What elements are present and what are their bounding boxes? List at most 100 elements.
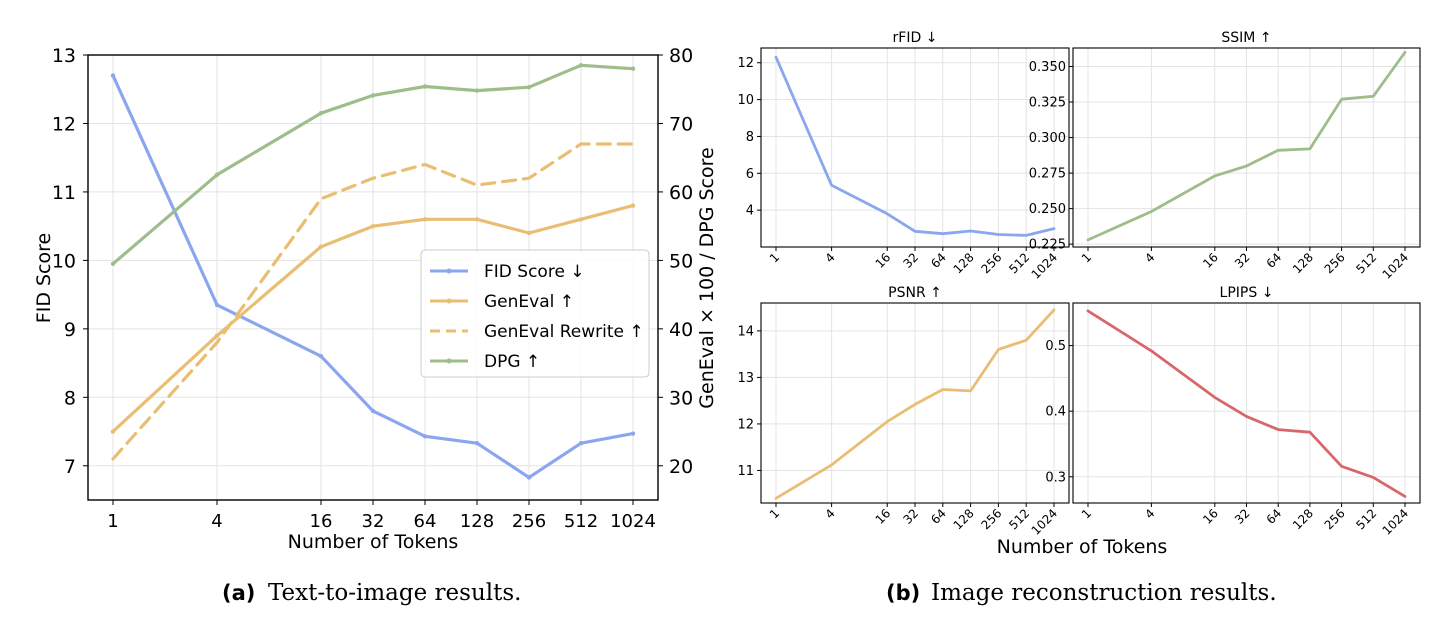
data-point <box>422 84 428 89</box>
x-tick-label: 1 <box>107 511 118 532</box>
caption-a-text: Text-to-image results. <box>268 580 521 606</box>
y-tick-label: 0.325 <box>1029 96 1066 111</box>
data-point <box>370 408 376 414</box>
data-point <box>474 217 480 222</box>
data-point <box>578 63 584 68</box>
y2-tick-label: 20 <box>669 456 693 478</box>
y2-axis-label: GenEval × 100 / DPG Score <box>696 147 718 408</box>
data-point <box>422 217 428 222</box>
panel-title: SSIM ↑ <box>1221 30 1271 46</box>
data-point <box>474 88 480 93</box>
x-tick-label: 1024 <box>610 511 656 532</box>
x-tick-label: 32 <box>900 506 921 527</box>
y-tick-label: 12 <box>737 417 754 432</box>
x-tick-label: 1024 <box>1380 250 1411 281</box>
grid <box>761 48 1069 247</box>
data-point <box>318 244 324 249</box>
x-tick-label: 16 <box>1200 250 1221 271</box>
y-tick-label: 10 <box>52 250 76 272</box>
series-layer <box>774 55 1056 237</box>
x-tick-label: 1 <box>767 506 782 521</box>
panel-title: rFID ↓ <box>893 30 938 46</box>
data-point <box>526 230 532 236</box>
legend-label-fid: FID Score ↓ <box>484 262 585 282</box>
data-point <box>110 261 116 267</box>
data-point <box>578 440 584 446</box>
legend-label-geneval: GenEval ↑ <box>484 292 574 312</box>
data-point <box>318 354 324 359</box>
legend-marker-dpg <box>446 358 452 364</box>
x-tick-label: 64 <box>1264 250 1285 271</box>
x-tick-label: 128 <box>1290 250 1316 276</box>
y-tick-label: 11 <box>737 464 754 479</box>
x-tick-label: 64 <box>928 506 949 527</box>
data-point <box>370 93 376 98</box>
data-point <box>110 429 116 434</box>
series-layer <box>1086 309 1407 498</box>
y-tick-label: 6 <box>746 167 754 182</box>
x-tick-label: 4 <box>211 511 222 532</box>
data-point <box>630 66 636 71</box>
y2-tick-label: 70 <box>669 113 693 135</box>
y-tick-label: 0.3 <box>1045 470 1066 485</box>
x-axis-label: Number of Tokens <box>288 531 459 553</box>
caption-a-tag: (a) <box>222 581 255 605</box>
grid <box>761 303 1069 503</box>
y-tick-label: 0.250 <box>1029 202 1066 217</box>
b-x-axis-label: Number of Tokens <box>997 536 1168 558</box>
series-line-2 <box>111 142 635 461</box>
y2-tick-label: 80 <box>669 45 693 67</box>
x-tick-label: 512 <box>1353 250 1379 276</box>
x-tick-label: 128 <box>460 511 494 532</box>
ssim-panel: 1 4 16 32 64 128 256 512 10240.2250.2500.2750.30… <box>1029 30 1421 282</box>
x-tick-label: 64 <box>1264 506 1285 527</box>
x-tick-label: 32 <box>1232 250 1253 271</box>
x-tick-label: 4 <box>1142 506 1157 521</box>
y-tick-label: 0.4 <box>1045 405 1066 420</box>
lpips-panel: 1 4 16 32 64 128 256 512 1024 0.3 0.4 0.5 LPIPS ↓ <box>1045 285 1421 538</box>
caption-b-text: Image reconstruction results. <box>931 580 1277 606</box>
y-tick-label: 0.350 <box>1029 60 1066 75</box>
data-point <box>526 84 532 90</box>
x-tick-label: 16 <box>1200 506 1221 527</box>
grid <box>1073 303 1420 503</box>
series-layer <box>110 63 636 480</box>
y-tick-label: 13 <box>737 371 754 386</box>
data-point <box>370 223 376 229</box>
y2-tick-label: 50 <box>669 250 693 272</box>
y-tick-label: 0.225 <box>1029 238 1066 253</box>
data-point <box>474 440 480 446</box>
y-tick-label: 8 <box>746 130 754 145</box>
x-tick-label: 1 <box>1079 250 1094 265</box>
y-tick-label: 0.300 <box>1029 131 1066 146</box>
series-layer <box>1086 50 1407 242</box>
series-layer <box>774 308 1056 500</box>
x-tick-label: 32 <box>362 511 385 532</box>
y-tick-label: 12 <box>52 113 76 135</box>
x-tick-label: 128 <box>951 506 977 532</box>
x-tick-label: 256 <box>512 511 546 532</box>
y-tick-label: 9 <box>64 319 76 341</box>
series-line <box>1086 50 1407 242</box>
y-tick-label: 8 <box>64 387 76 409</box>
data-point <box>214 172 220 178</box>
x-tick-label: 4 <box>822 250 837 265</box>
y-axis-label: FID Score <box>33 233 55 323</box>
panel-title: LPIPS ↓ <box>1220 285 1274 301</box>
y-tick-label: 12 <box>737 56 754 71</box>
x-tick-label: 512 <box>564 511 598 532</box>
tick-labels: 1 4 16 32 64 128 256 512 1024 0.3 0.4 0.5 <box>1045 339 1411 538</box>
legend: FID Score ↓ GenEval ↑ GenEval Rewrite ↑ … <box>420 249 650 378</box>
x-tick-label: 256 <box>978 506 1004 532</box>
data-point <box>214 333 220 338</box>
data-point <box>526 475 532 480</box>
y-tick-label: 4 <box>746 204 754 219</box>
data-point <box>110 73 116 78</box>
x-tick-label: 512 <box>1353 506 1379 532</box>
data-point <box>630 431 636 436</box>
x-tick-label: 128 <box>951 250 977 276</box>
x-tick-label: 128 <box>1290 506 1316 532</box>
